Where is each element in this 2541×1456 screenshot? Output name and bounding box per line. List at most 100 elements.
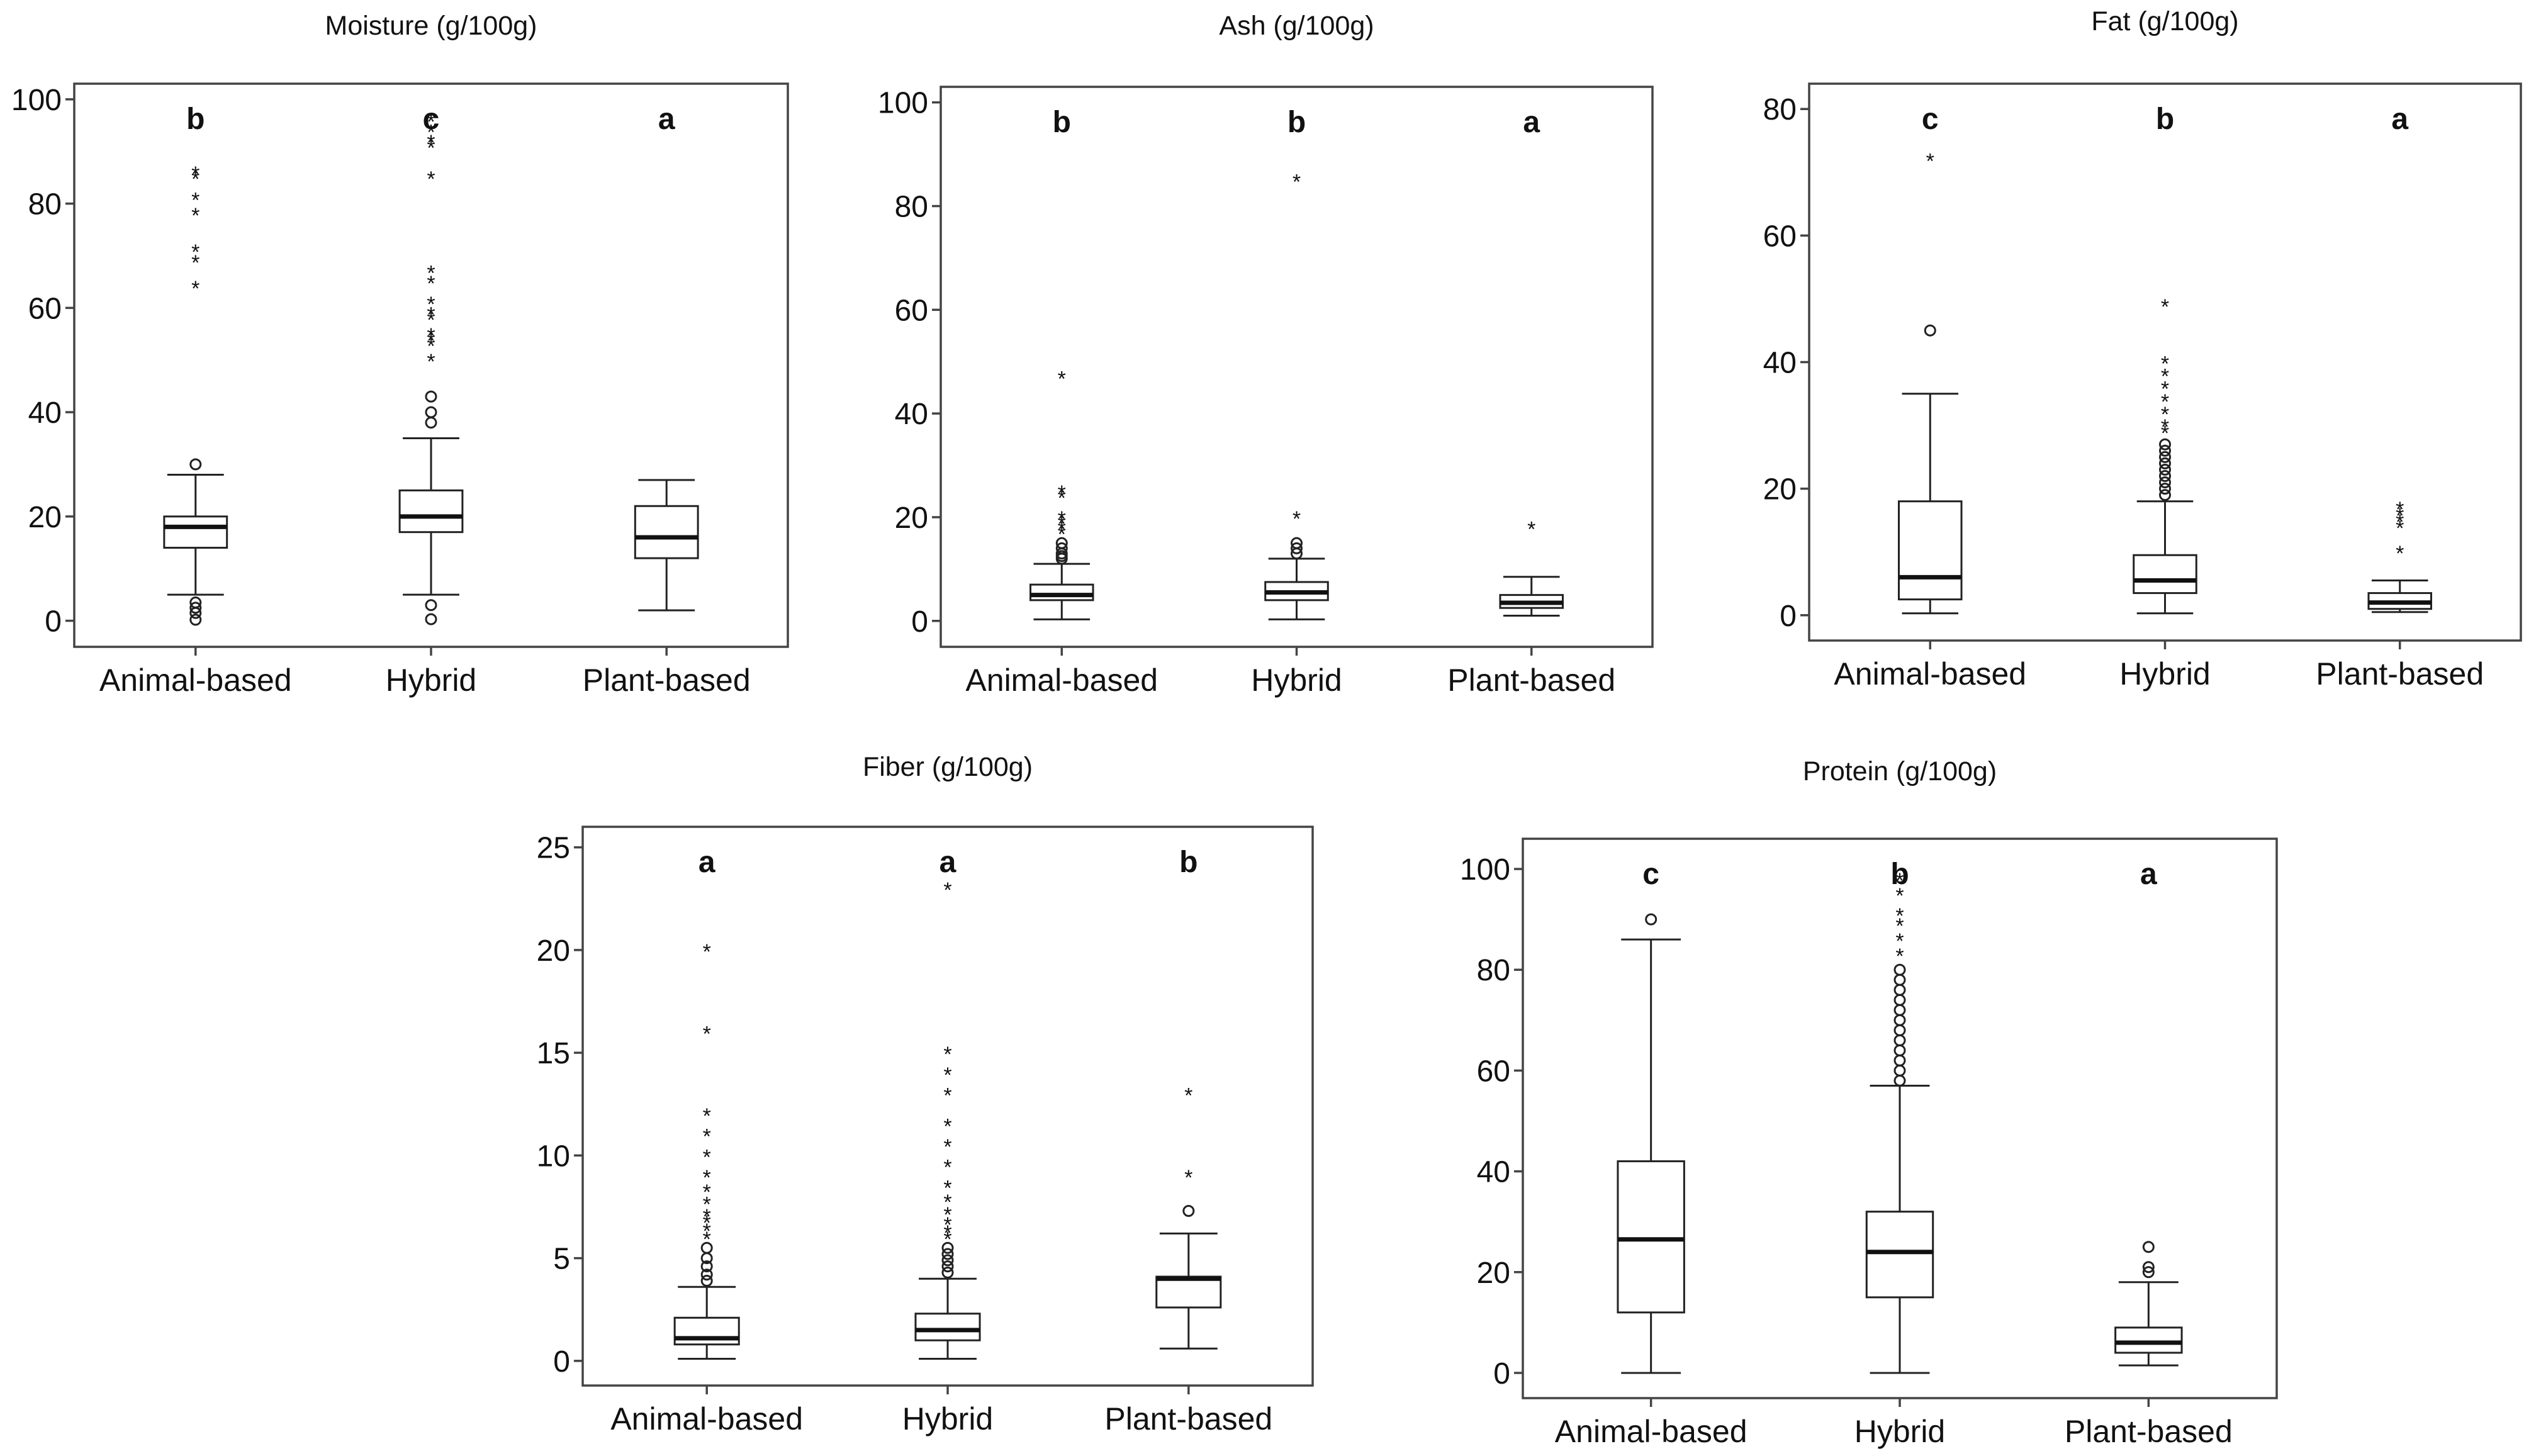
interquartile-box <box>1029 583 1094 602</box>
outlier-circle <box>189 458 202 471</box>
y-tick-label: 80 <box>1763 93 1797 126</box>
outlier-circle <box>425 390 437 403</box>
outlier-star: * <box>2161 403 2169 427</box>
outlier-star: * <box>703 1022 711 1046</box>
box-plot: ** <box>1264 170 1329 620</box>
outlier-star: * <box>943 878 951 902</box>
significance-letter: c <box>423 103 440 136</box>
outlier-star: * <box>427 131 435 155</box>
outlier-circle <box>941 1241 954 1254</box>
outlier-star: * <box>943 1213 951 1237</box>
y-tick-label: 40 <box>1763 347 1797 380</box>
outlier-circle <box>2159 457 2171 469</box>
outlier-star: * <box>703 1192 711 1216</box>
box-plot: ************* <box>914 878 981 1360</box>
outlier-star: * <box>703 1166 711 1190</box>
chart-title: Ash (g/100g) <box>1219 11 1374 41</box>
chart-panel: Protein (g/100g) 0 20 40 60 80 100 Animal-based… <box>1460 756 2278 1449</box>
outlier-star: * <box>2396 542 2404 566</box>
outlier-star: * <box>2161 295 2169 319</box>
y-tick-label: 5 <box>553 1243 570 1276</box>
outlier-circle <box>1893 1074 1906 1087</box>
significance-letter: b <box>186 103 205 136</box>
outlier-circle <box>1893 973 1906 986</box>
outlier-circle <box>189 607 202 619</box>
box-plot <box>1617 913 1685 1374</box>
outlier-star: * <box>2161 365 2169 389</box>
outlier-star: * <box>1895 884 1904 908</box>
outlier-star: * <box>1058 523 1066 547</box>
x-category-label: Animal-based <box>610 1401 803 1436</box>
outlier-star: * <box>427 136 435 160</box>
y-tick-label: 20 <box>1477 1257 1510 1290</box>
outlier-star: * <box>2396 510 2404 534</box>
y-tick-label: 0 <box>1493 1357 1510 1391</box>
y-tick-label: 20 <box>1763 473 1797 507</box>
outlier-star: * <box>703 1104 711 1128</box>
outlier-star: * <box>191 188 199 212</box>
significance-letter: a <box>2391 103 2408 136</box>
outlier-star: * <box>191 251 199 275</box>
outlier-circle <box>1291 537 1303 549</box>
outlier-star: * <box>427 303 435 327</box>
outlier-circle <box>2159 470 2171 483</box>
interquartile-box <box>1865 1211 1934 1299</box>
outlier-star: * <box>1895 904 1904 928</box>
outlier-star: * <box>1058 507 1066 531</box>
x-category-label: Plant-based <box>2316 656 2484 692</box>
outlier-circle <box>700 1241 713 1254</box>
outlier-star: * <box>703 1228 711 1252</box>
outlier-star: * <box>703 1211 711 1235</box>
y-tick-label: 0 <box>553 1345 570 1379</box>
outlier-circle <box>425 599 437 612</box>
chart-panel: Moisture (g/100g) 0 20 40 60 80 100 Animal-base… <box>11 11 789 698</box>
x-category-label: Hybrid <box>386 663 476 698</box>
outlier-circle <box>2159 438 2171 451</box>
box-plot: * <box>1499 517 1564 617</box>
outlier-star: * <box>703 1125 711 1149</box>
significance-letter: a <box>2140 858 2157 891</box>
outlier-circle <box>189 602 202 614</box>
outlier-circle <box>1055 542 1068 554</box>
outlier-circle <box>2159 476 2171 489</box>
chart-panel: Fat (g/100g) 0 20 40 60 80 Animal-based c * Hybri… <box>1763 6 2522 692</box>
outlier-star: * <box>943 1063 951 1087</box>
outlier-star: * <box>427 272 435 296</box>
x-category-label: Plant-based <box>2065 1414 2233 1449</box>
outlier-star: * <box>943 1084 951 1107</box>
box-plot: ******** <box>2133 295 2197 615</box>
outlier-star: * <box>427 324 435 348</box>
outlier-star: * <box>1895 944 1904 968</box>
outlier-star: * <box>1058 517 1066 541</box>
y-tick-label: 0 <box>911 605 928 639</box>
box-plot: ****** <box>1865 869 1934 1374</box>
outlier-circle <box>1893 1004 1906 1016</box>
y-tick-label: 80 <box>1477 954 1510 987</box>
x-category-label: Animal-based <box>1834 656 2026 692</box>
outlier-circle <box>2159 483 2171 495</box>
y-tick-label: 10 <box>537 1140 570 1173</box>
y-tick-label: 100 <box>878 87 928 120</box>
y-tick-label: 60 <box>1763 220 1797 253</box>
significance-letter: a <box>1523 106 1540 139</box>
x-category-label: Animal-based <box>99 663 292 698</box>
outlier-star: * <box>943 1228 951 1252</box>
outlier-star: * <box>427 350 435 374</box>
significance-letter: b <box>1890 858 1909 891</box>
interquartile-box <box>1617 1160 1685 1314</box>
outlier-star: * <box>427 308 435 332</box>
outlier-circle <box>1182 1205 1195 1217</box>
box-plot: ***** <box>2367 498 2432 613</box>
outlier-circle <box>425 613 437 625</box>
significance-letter: c <box>1642 858 1659 891</box>
y-tick-label: 0 <box>1780 600 1797 633</box>
y-tick-label: 60 <box>28 292 62 325</box>
outlier-star: * <box>1058 486 1066 510</box>
box-plot <box>2114 1241 2183 1367</box>
significance-letter: b <box>2156 103 2174 136</box>
outlier-star: * <box>191 240 199 264</box>
outlier-star: * <box>427 293 435 316</box>
outlier-star: * <box>1527 517 1535 541</box>
interquartile-box <box>2133 554 2197 595</box>
